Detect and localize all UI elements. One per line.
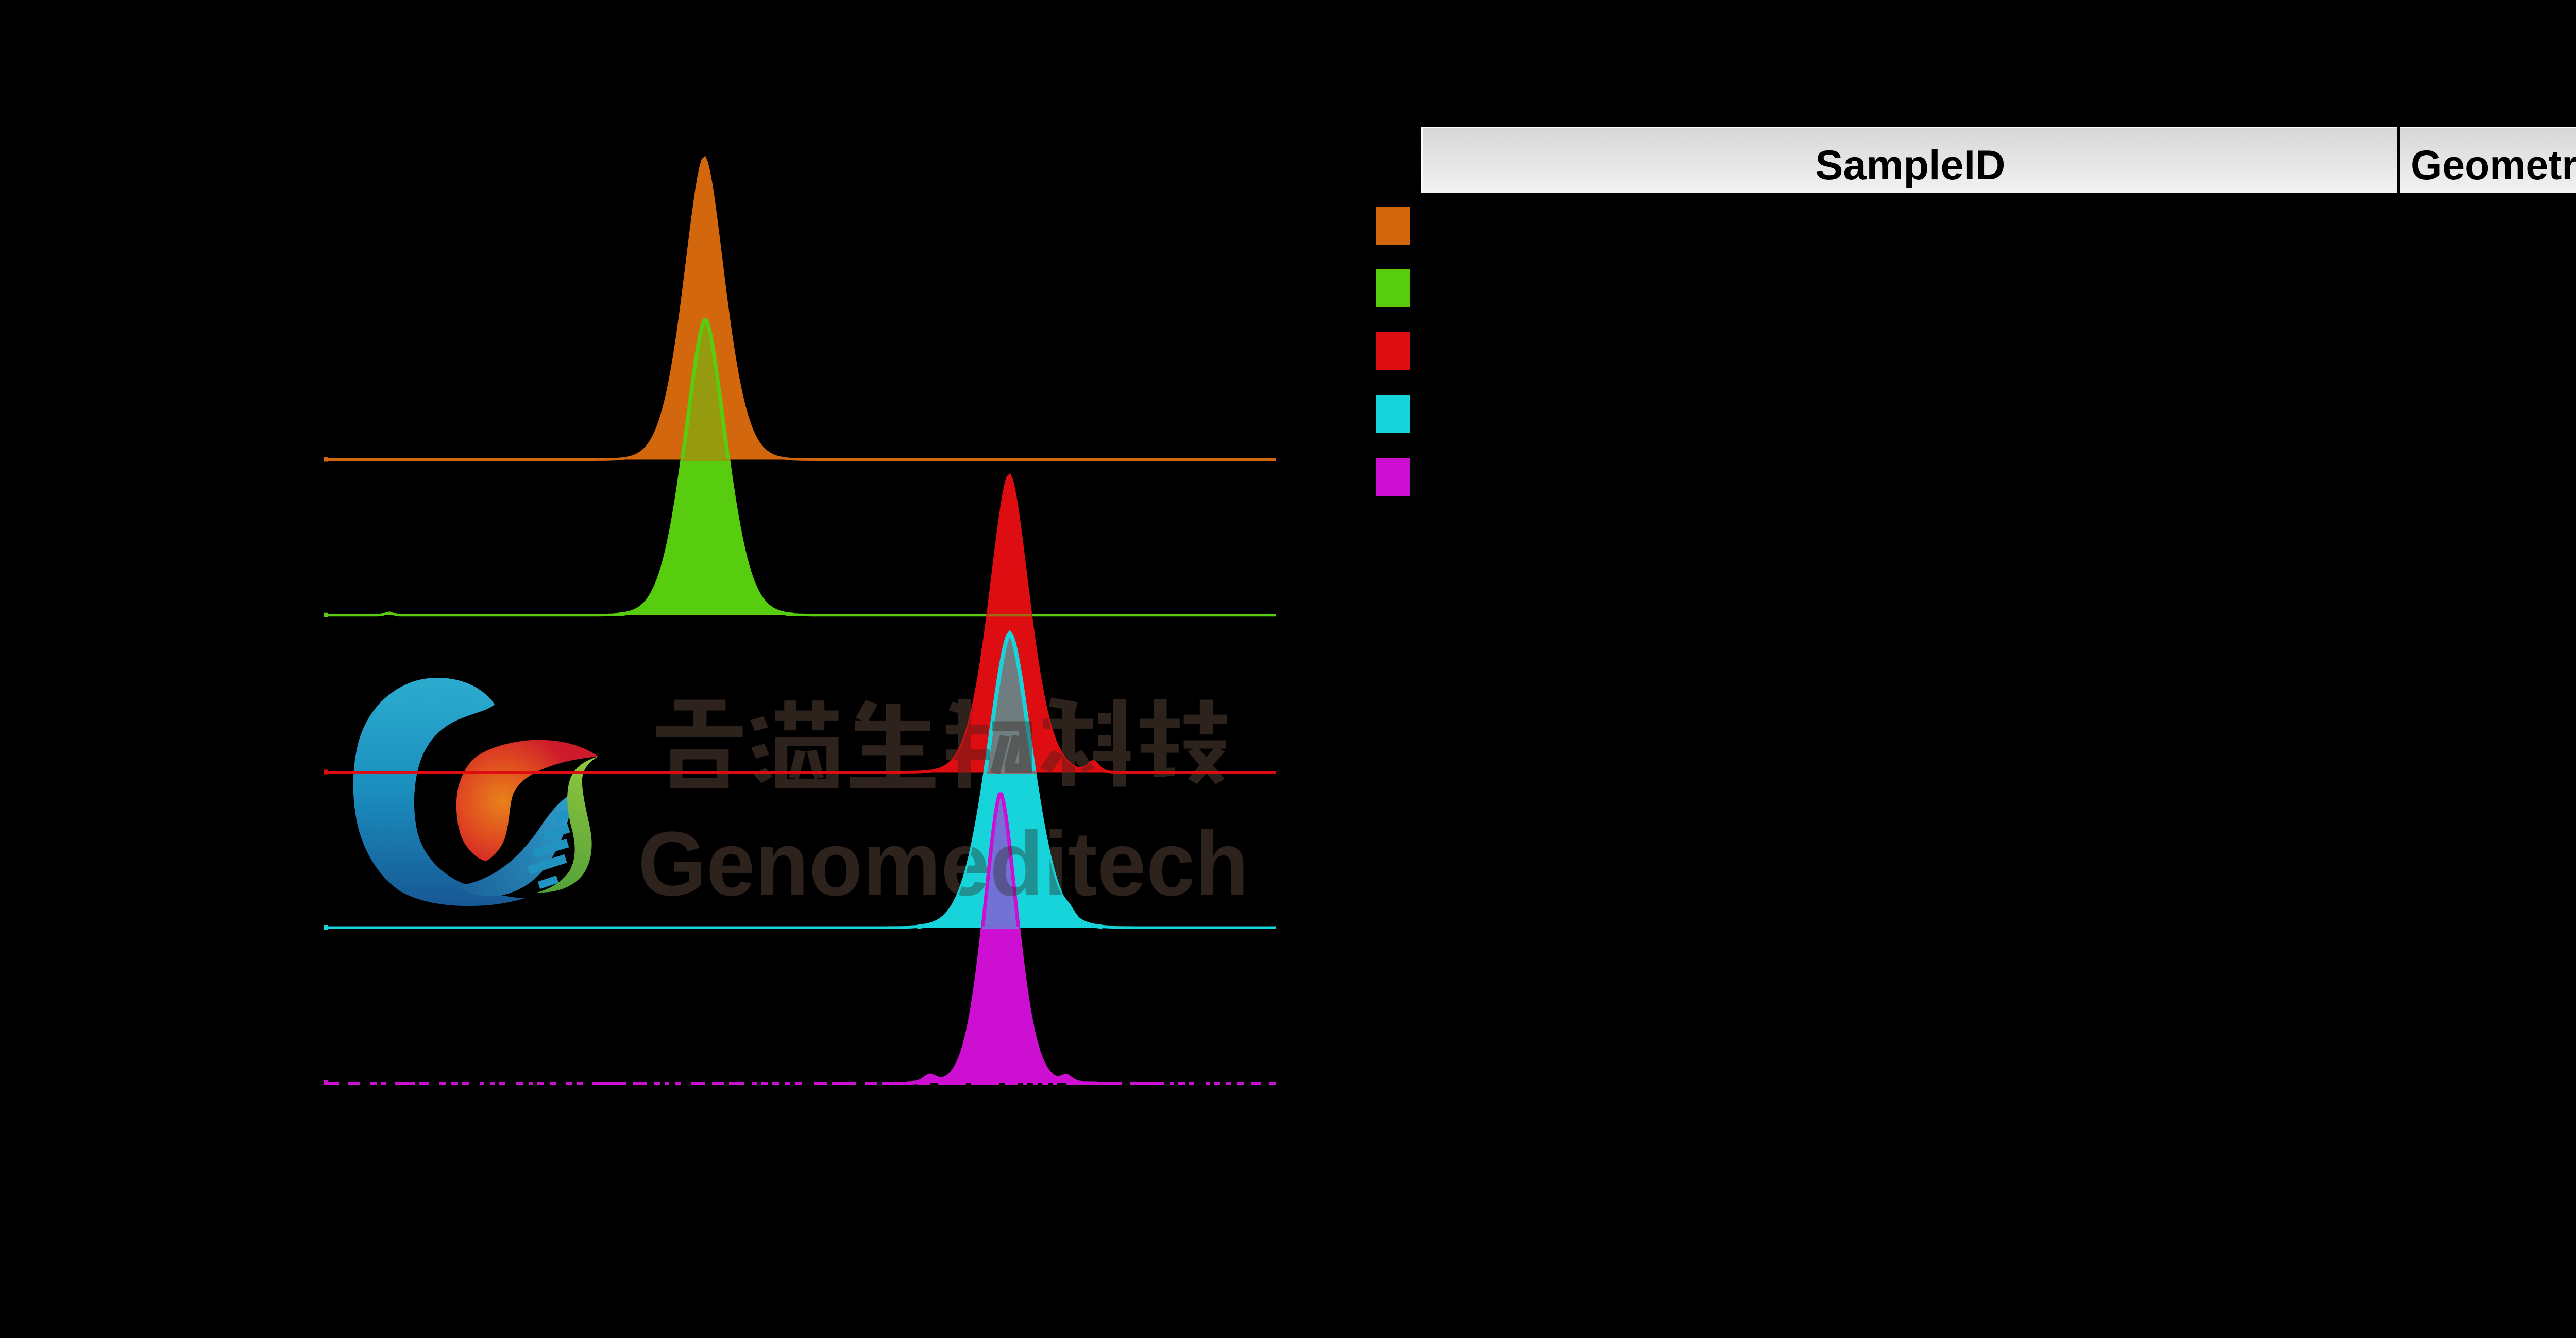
svg-text:Geometric Mean : FL11-H: Geometric Mean : FL11-H: [2411, 142, 2576, 188]
svg-text:SampleID: SampleID: [1815, 142, 2005, 188]
svg-text:Genomeditech: Genomeditech: [638, 813, 1249, 915]
